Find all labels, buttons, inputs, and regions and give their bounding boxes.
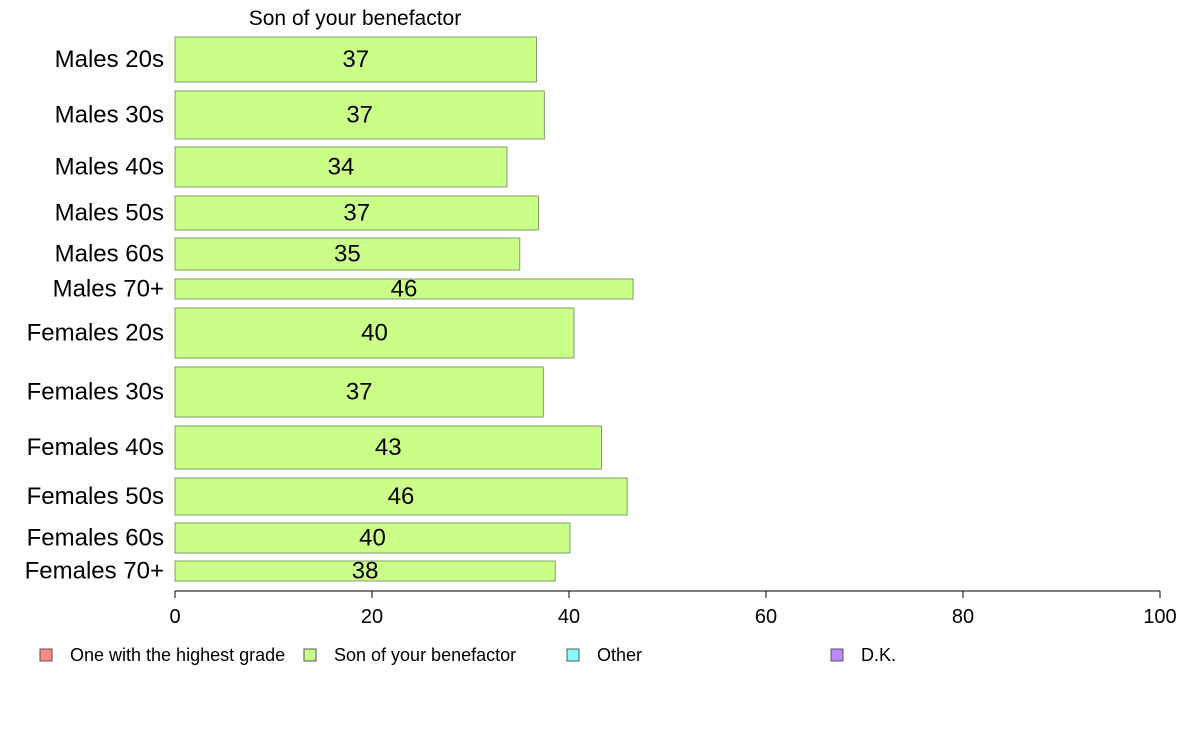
bar — [174, 366, 544, 418]
legend-label: One with the highest grade — [70, 645, 285, 665]
x-tick-label: 0 — [169, 606, 180, 628]
category-label: Males 60s — [55, 241, 164, 268]
category-label: Males 50s — [55, 200, 164, 227]
category-labels: Males 20s Males 30s Males 40s Males 50s Male… — [25, 46, 164, 585]
x-tick-label: 100 — [1143, 606, 1176, 628]
x-tick-label: 80 — [952, 606, 974, 628]
x-tick-label: 60 — [755, 606, 777, 628]
category-label: Females 30s — [27, 379, 164, 406]
bar-value-label: 38 — [352, 558, 379, 585]
bar-value-label: 43 — [375, 434, 402, 461]
category-label: Males 40s — [55, 154, 164, 181]
bar — [174, 522, 571, 554]
chart-title: Son of your benefactor — [249, 7, 461, 30]
x-axis: 0 20 40 60 80 100 — [169, 590, 1177, 628]
bar — [174, 237, 521, 271]
bar-value-label: 46 — [388, 483, 415, 510]
category-label: Males 70+ — [53, 276, 164, 303]
legend-swatch — [830, 648, 844, 662]
bar-value-label: 40 — [359, 525, 386, 552]
bar — [174, 90, 545, 140]
category-label: Females 20s — [27, 320, 164, 347]
category-label: Females 60s — [27, 525, 164, 552]
legend-label: Other — [597, 645, 642, 665]
legend-label: D.K. — [861, 645, 896, 665]
bar — [174, 307, 575, 359]
bar — [174, 560, 556, 582]
bar — [174, 36, 537, 83]
category-label: Females 50s — [27, 483, 164, 510]
category-label: Males 30s — [55, 102, 164, 129]
x-tick-label: 40 — [558, 606, 580, 628]
bar — [174, 146, 508, 188]
category-label: Females 40s — [27, 434, 164, 461]
legend-swatch — [566, 648, 580, 662]
bar — [174, 278, 634, 300]
category-label: Females 70+ — [25, 558, 164, 585]
legend-label: Son of your benefactor — [334, 645, 516, 665]
bar-value-label: 40 — [361, 320, 388, 347]
legend-swatch — [39, 648, 53, 662]
bar-value-label: 37 — [343, 200, 370, 227]
category-label: Males 20s — [55, 46, 164, 73]
bar-value-label: 46 — [391, 276, 418, 303]
bar-value-label: 37 — [342, 46, 369, 73]
bar — [174, 195, 539, 231]
legend: One with the highest grade Son of your be… — [39, 645, 896, 665]
legend-swatch — [303, 648, 317, 662]
x-tick-label: 20 — [361, 606, 383, 628]
bar-value-label: 37 — [346, 379, 373, 406]
bar-value-label: 34 — [328, 154, 355, 181]
bar — [174, 477, 628, 516]
bar — [174, 425, 603, 470]
bar-value-label: 37 — [346, 102, 373, 129]
bar-value-label: 35 — [334, 241, 361, 268]
